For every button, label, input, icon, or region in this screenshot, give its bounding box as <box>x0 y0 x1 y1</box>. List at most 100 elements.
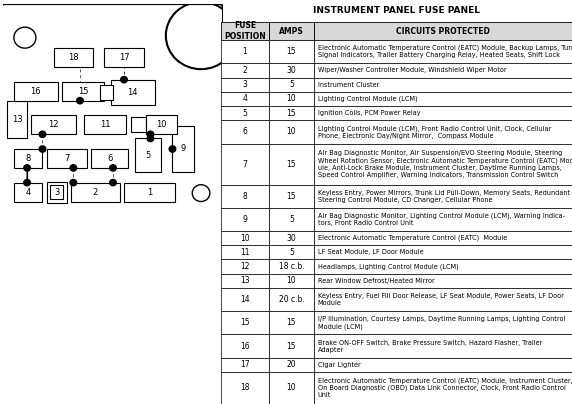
Text: 4: 4 <box>26 187 31 197</box>
Bar <box>221 106 269 120</box>
Text: 6: 6 <box>107 154 112 163</box>
Bar <box>135 139 161 172</box>
Text: 10: 10 <box>287 276 296 285</box>
Bar <box>221 311 269 335</box>
Bar <box>269 311 314 335</box>
Text: 15: 15 <box>287 341 296 351</box>
Text: 1: 1 <box>146 187 152 197</box>
Bar <box>221 274 269 288</box>
Text: 18: 18 <box>68 53 78 62</box>
Bar <box>14 183 42 202</box>
Text: 18 c.b.: 18 c.b. <box>279 262 304 271</box>
Text: CIRCUITS PROTECTED: CIRCUITS PROTECTED <box>396 27 490 36</box>
Text: 5: 5 <box>289 215 294 224</box>
Text: 15: 15 <box>287 318 296 327</box>
Bar <box>91 149 128 168</box>
Bar <box>7 101 27 139</box>
Bar <box>269 78 314 92</box>
Bar <box>314 311 572 335</box>
Text: 1: 1 <box>243 47 248 56</box>
Bar <box>269 22 314 40</box>
Text: 10: 10 <box>156 120 166 129</box>
Text: 10: 10 <box>287 127 296 137</box>
Text: Rear Window Defrost/Heated Mirror: Rear Window Defrost/Heated Mirror <box>318 278 435 284</box>
Circle shape <box>147 135 154 142</box>
Bar <box>314 259 572 274</box>
Bar <box>314 245 572 259</box>
Circle shape <box>24 179 30 186</box>
Bar <box>269 120 314 143</box>
Text: FUSE
POSITION: FUSE POSITION <box>224 21 266 41</box>
Text: 15: 15 <box>287 160 296 168</box>
Bar <box>269 335 314 358</box>
Bar <box>269 40 314 63</box>
Text: Instrument Cluster: Instrument Cluster <box>318 82 379 88</box>
Text: Ignition Coils, PCM Power Relay: Ignition Coils, PCM Power Relay <box>318 110 420 116</box>
Bar <box>269 274 314 288</box>
Text: 10: 10 <box>287 383 296 392</box>
Bar <box>221 358 269 372</box>
Bar <box>100 85 113 100</box>
Bar <box>314 208 572 231</box>
Bar <box>269 106 314 120</box>
Text: 18: 18 <box>240 383 250 392</box>
Bar <box>269 288 314 311</box>
Text: 6: 6 <box>243 127 248 137</box>
Text: 17: 17 <box>118 53 129 62</box>
Bar <box>111 80 155 105</box>
Text: 15: 15 <box>78 87 89 96</box>
Text: 2: 2 <box>243 66 248 75</box>
Bar <box>269 208 314 231</box>
Text: 15: 15 <box>240 318 250 327</box>
Bar <box>314 143 572 185</box>
Text: Brake ON-OFF Switch, Brake Pressure Switch, Hazard Flasher, Trailer
Adapter: Brake ON-OFF Switch, Brake Pressure Swit… <box>318 339 542 353</box>
Bar <box>314 63 572 78</box>
Circle shape <box>39 146 46 152</box>
FancyBboxPatch shape <box>1 4 223 216</box>
Text: Keyless Entry, Fuel Fill Door Release, LF Seat Module, Power Seats, LF Door
Modu: Keyless Entry, Fuel Fill Door Release, L… <box>318 293 563 306</box>
Text: 15: 15 <box>287 191 296 201</box>
Text: 15: 15 <box>287 109 296 118</box>
Text: Lighting Control Module (LCM), Front Radio Control Unit, Clock, Cellular
Phone, : Lighting Control Module (LCM), Front Rad… <box>318 125 551 139</box>
Text: LF Seat Module, LF Door Module: LF Seat Module, LF Door Module <box>318 249 423 255</box>
Text: 3: 3 <box>54 187 59 197</box>
Bar <box>221 78 269 92</box>
Bar <box>314 274 572 288</box>
Bar <box>130 118 146 132</box>
Bar <box>221 335 269 358</box>
Circle shape <box>70 179 77 186</box>
Text: INSTRUMENT PANEL FUSE PANEL: INSTRUMENT PANEL FUSE PANEL <box>313 6 480 15</box>
Text: Headlamps, Lighting Control Module (LCM): Headlamps, Lighting Control Module (LCM) <box>318 263 458 270</box>
Bar <box>314 106 572 120</box>
Bar <box>47 149 86 168</box>
Text: Electronic Automatic Temperature Control (EATC) Module, Instrument Cluster,
On B: Electronic Automatic Temperature Control… <box>318 377 572 398</box>
Bar <box>71 183 120 202</box>
Text: 30: 30 <box>287 66 296 75</box>
Text: 5: 5 <box>289 80 294 89</box>
Text: 12: 12 <box>240 262 250 271</box>
Bar <box>84 116 126 134</box>
Text: Electronic Automatic Temperature Control (EATC)  Module: Electronic Automatic Temperature Control… <box>318 235 507 241</box>
Text: 9: 9 <box>243 215 248 224</box>
Bar <box>221 185 269 208</box>
Text: 13: 13 <box>240 276 250 285</box>
Text: 8: 8 <box>243 191 248 201</box>
Bar <box>221 40 269 63</box>
Text: 2: 2 <box>93 187 98 197</box>
Text: 12: 12 <box>48 120 59 129</box>
Text: 10: 10 <box>240 234 250 242</box>
Bar <box>314 358 572 372</box>
Bar <box>314 120 572 143</box>
Bar <box>14 82 58 101</box>
Bar <box>314 92 572 106</box>
Text: Lighting Control Module (LCM): Lighting Control Module (LCM) <box>318 96 418 102</box>
Circle shape <box>110 165 116 171</box>
Bar <box>221 22 269 40</box>
Bar <box>269 92 314 106</box>
Bar <box>314 78 572 92</box>
Text: 13: 13 <box>12 115 22 124</box>
Text: Cigar Lighter: Cigar Lighter <box>318 362 360 368</box>
Text: 7: 7 <box>64 154 69 163</box>
Text: 5: 5 <box>243 109 248 118</box>
Bar <box>269 259 314 274</box>
